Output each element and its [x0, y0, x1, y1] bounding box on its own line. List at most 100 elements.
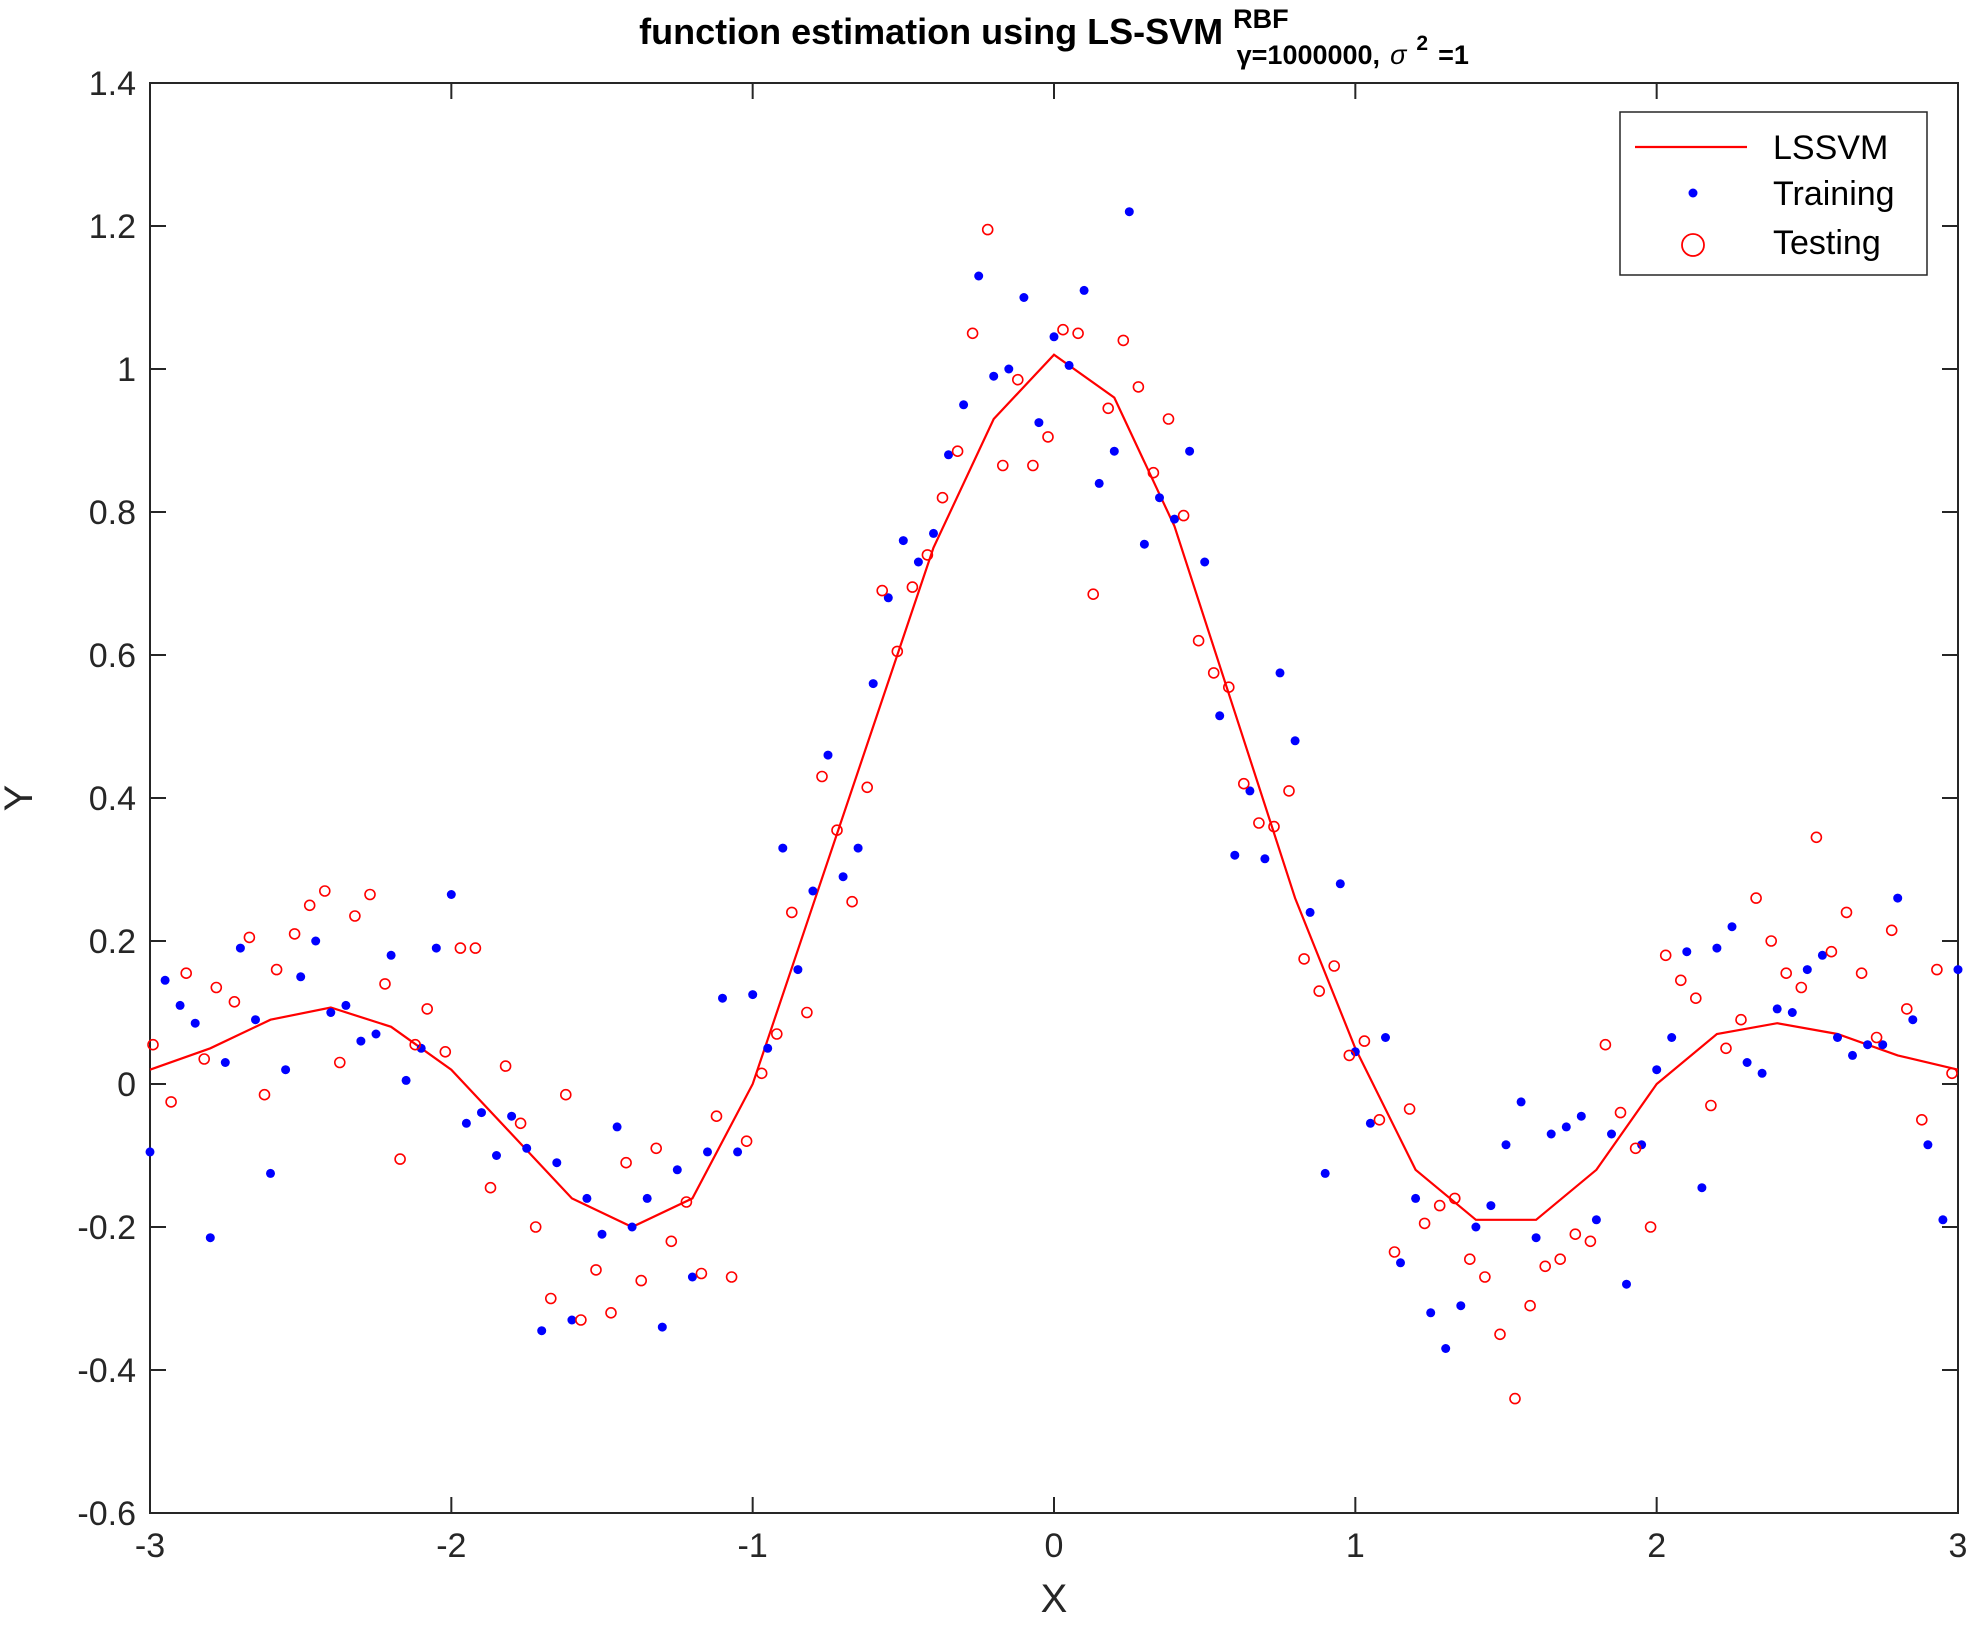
training-point	[1576, 1111, 1586, 1121]
testing-point	[147, 1038, 159, 1051]
testing-point	[1539, 1260, 1551, 1273]
training-point	[627, 1222, 637, 1232]
testing-point	[1675, 974, 1687, 987]
y-tick-label: 1.4	[89, 65, 136, 103]
training-point	[853, 843, 863, 853]
training-point	[929, 528, 938, 538]
testing-point	[1524, 1299, 1536, 1312]
testing-point	[1238, 777, 1250, 790]
testing-point	[1870, 1031, 1883, 1044]
training-point	[1817, 950, 1827, 960]
y-tick-label: 0.2	[89, 923, 136, 961]
training-point	[160, 975, 170, 985]
testing-point	[650, 1142, 663, 1155]
title-subscript-gamma: γ=1000000,	[1237, 40, 1380, 70]
training-point	[461, 1118, 471, 1128]
testing-point	[1810, 831, 1823, 844]
y-tick-label: 0.8	[89, 494, 136, 532]
training-point	[431, 943, 441, 953]
testing-point	[1885, 924, 1898, 937]
training-point	[989, 371, 999, 381]
testing-point	[725, 1271, 738, 1283]
testing-point	[981, 223, 994, 236]
training-point	[1787, 1008, 1797, 1017]
testing-point	[831, 824, 843, 837]
training-point	[1546, 1129, 1556, 1139]
testing-point	[303, 899, 316, 912]
testing-point	[1042, 431, 1054, 443]
testing-point	[210, 981, 223, 994]
training-point	[1200, 557, 1210, 567]
testing-point	[876, 584, 889, 597]
training-point	[582, 1193, 592, 1203]
training-point	[868, 679, 878, 689]
title-main: function estimation using LS-SVM	[639, 11, 1223, 52]
training-point	[1411, 1193, 1421, 1203]
legend: LSSVM Training Testing	[1619, 111, 1928, 276]
training-point	[1833, 1033, 1842, 1042]
title-subscript-end: =1	[1438, 40, 1469, 70]
testing-points	[147, 223, 1958, 1405]
training-point	[733, 1147, 743, 1157]
training-point	[1170, 514, 1179, 524]
testing-point	[816, 770, 828, 783]
testing-point	[1599, 1038, 1612, 1051]
training-point	[401, 1075, 411, 1085]
training-point	[1049, 332, 1059, 342]
training-point	[1215, 711, 1225, 721]
testing-point	[1162, 413, 1175, 425]
y-tick-label: 0	[117, 1066, 136, 1104]
testing-point	[1765, 935, 1777, 947]
x-tick-label: -3	[135, 1527, 165, 1565]
testing-point	[1373, 1114, 1386, 1126]
training-point	[1682, 947, 1692, 957]
testing-point	[1825, 945, 1838, 958]
training-point	[386, 950, 396, 960]
testing-point	[258, 1088, 271, 1101]
training-point	[1079, 285, 1089, 295]
testing-point	[1268, 820, 1280, 833]
training-point	[642, 1193, 652, 1203]
x-tick-label: -2	[436, 1527, 466, 1565]
testing-point	[680, 1196, 693, 1208]
testing-point	[1931, 963, 1943, 976]
training-point	[1516, 1097, 1526, 1107]
training-point	[1155, 493, 1164, 503]
testing-point	[1433, 1199, 1446, 1212]
training-point	[326, 1008, 336, 1017]
training-point	[944, 450, 953, 460]
training-point	[883, 593, 893, 603]
training-point	[1396, 1258, 1405, 1268]
testing-point	[514, 1117, 527, 1130]
testing-point	[1690, 992, 1702, 1005]
testing-point	[1358, 1035, 1371, 1047]
testing-point	[1659, 949, 1672, 962]
testing-point	[499, 1060, 512, 1072]
legend-training-swatch	[1688, 188, 1698, 198]
lssvm-curve	[149, 353, 1959, 1229]
testing-point	[1328, 960, 1340, 972]
training-point	[657, 1322, 667, 1332]
testing-point	[620, 1156, 632, 1169]
testing-point	[710, 1110, 723, 1122]
testing-point	[180, 967, 192, 980]
training-point	[1501, 1140, 1511, 1150]
testing-point	[165, 1096, 177, 1108]
testing-point	[1629, 1142, 1642, 1155]
training-point	[1923, 1140, 1933, 1150]
testing-point	[936, 491, 949, 504]
training-point	[1350, 1047, 1360, 1057]
testing-point	[1464, 1253, 1476, 1265]
training-point	[567, 1315, 577, 1325]
training-point	[190, 1018, 200, 1028]
training-point	[522, 1143, 532, 1153]
testing-point	[1223, 681, 1235, 694]
testing-point	[1253, 817, 1265, 829]
training-point	[1124, 207, 1134, 217]
testing-point	[439, 1046, 452, 1058]
testing-point	[1298, 953, 1310, 965]
y-tick-label: -0.6	[77, 1495, 136, 1533]
training-point	[1727, 922, 1737, 932]
testing-point	[409, 1038, 422, 1051]
training-point	[597, 1229, 607, 1239]
